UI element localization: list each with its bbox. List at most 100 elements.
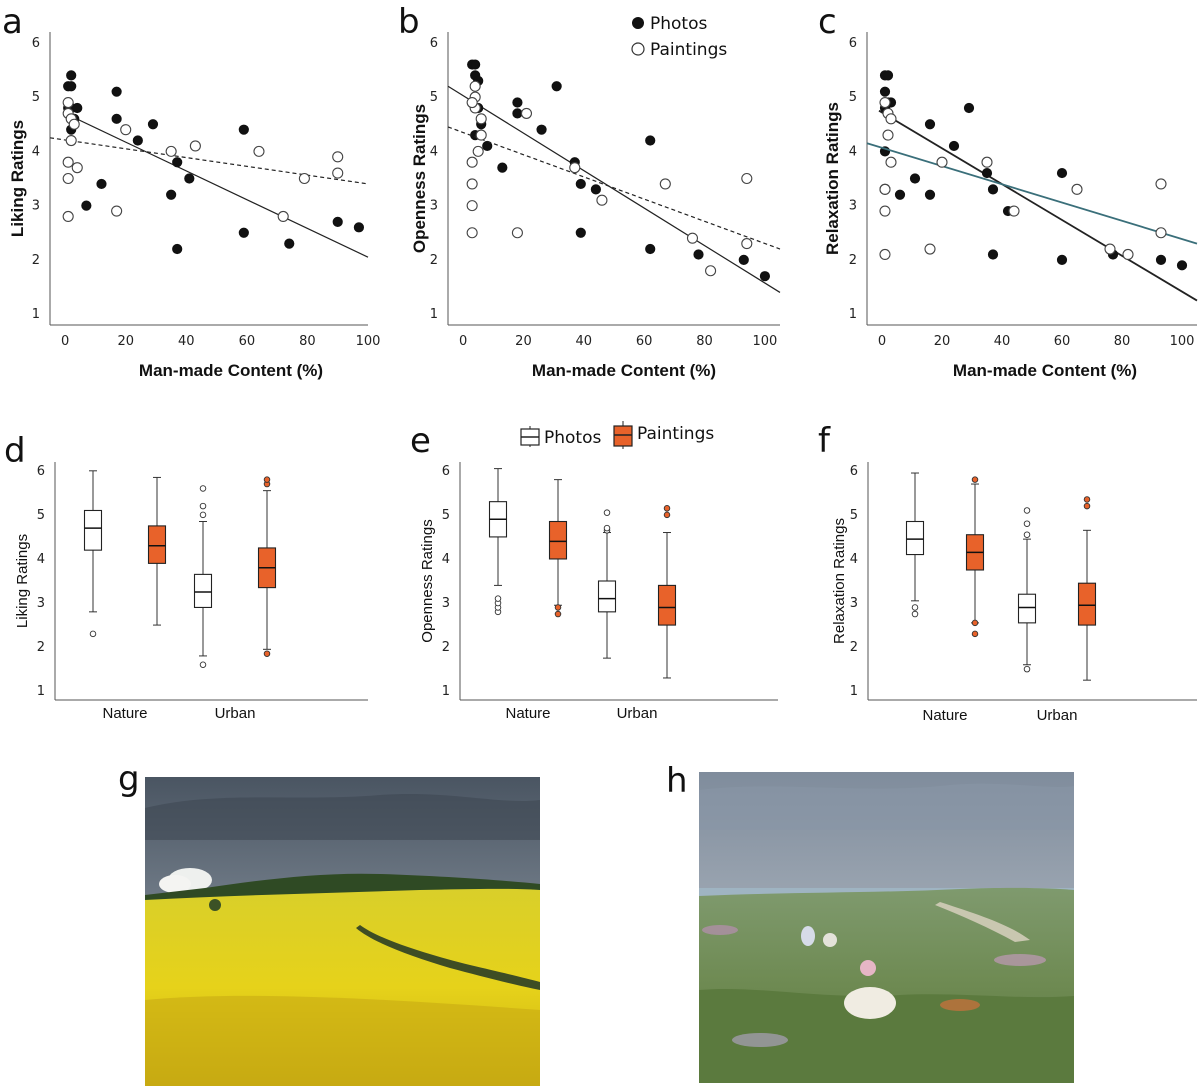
photo-point — [332, 216, 343, 228]
outlier-point — [263, 476, 271, 483]
y-tick-label: 4 — [850, 552, 858, 567]
painting-point — [466, 96, 478, 109]
painting-point — [1155, 227, 1167, 239]
painting-point — [475, 129, 487, 141]
x-tick-label: 40 — [994, 334, 1011, 349]
photo-point — [981, 167, 993, 179]
y-axis-title: Relaxation Ratings — [823, 102, 842, 255]
paintings-box — [147, 525, 167, 564]
painting-point — [1008, 205, 1020, 217]
painting-point — [466, 200, 478, 212]
photos-box — [905, 520, 925, 556]
outlier-point — [603, 524, 611, 532]
photo-point — [147, 119, 159, 130]
panel-label-f: f — [818, 421, 831, 461]
y-tick-label: 5 — [37, 508, 45, 523]
landscape-painting — [699, 772, 1074, 1083]
photo-point — [738, 254, 749, 265]
photo-point — [81, 200, 92, 211]
outlier-point — [603, 509, 611, 516]
photo-point — [470, 59, 481, 70]
painting-point — [65, 134, 77, 147]
painting-point — [1104, 243, 1116, 255]
legend-box-paintings-label: Paintings — [637, 424, 714, 444]
photo-point — [924, 119, 936, 130]
legend-photos-label: Photos — [650, 14, 707, 34]
photo-point — [1155, 254, 1167, 265]
painting-point — [511, 227, 523, 239]
y-tick-label: 2 — [442, 640, 450, 655]
photos-box — [193, 573, 213, 608]
painting-point — [879, 248, 891, 261]
x-tick-label: 20 — [934, 334, 951, 349]
outlier-point — [971, 476, 979, 483]
y-tick-label: 5 — [442, 508, 450, 523]
x-tick-label: 80 — [299, 334, 316, 349]
x-tick-label: 20 — [117, 334, 134, 349]
painting-point — [62, 96, 74, 109]
y-tick-label: 1 — [849, 307, 857, 322]
painting-point — [189, 140, 201, 152]
y-tick-label: 6 — [37, 464, 45, 479]
y-axis-title: Openness Ratings — [419, 519, 436, 642]
y-tick-label: 3 — [32, 199, 40, 214]
photos-box — [83, 509, 103, 551]
photo-point — [238, 227, 249, 238]
painting-point — [882, 129, 894, 141]
legend-paintings-marker — [631, 42, 645, 56]
photos-box — [597, 580, 617, 613]
category-label: Urban — [215, 705, 256, 722]
y-axis-title: Liking Ratings — [8, 120, 27, 237]
painting-point — [71, 162, 83, 174]
y-tick-label: 4 — [32, 144, 40, 159]
scatter-plot-relaxation: 1 2 3 4 5 6 Relaxation Ratings 0 20 40 60 80 100 Man-… — [823, 32, 1198, 380]
photo-point — [482, 140, 493, 152]
y-tick-label: 5 — [430, 90, 438, 105]
landscape-photo — [145, 777, 540, 1086]
painting-point — [705, 265, 717, 277]
photos-fit-line — [878, 109, 1198, 302]
outlier-point — [263, 650, 271, 657]
photo-point — [512, 97, 523, 108]
photo-point — [72, 102, 83, 114]
photo-point — [66, 70, 77, 81]
category-label: Urban — [1037, 707, 1078, 724]
legend-paintings-box — [613, 425, 633, 447]
painting-point — [981, 156, 993, 168]
y-tick-label: 1 — [442, 684, 450, 699]
photo-point — [96, 178, 107, 190]
outlier-point — [1023, 531, 1031, 538]
painting-point — [298, 172, 310, 185]
painting-point — [62, 172, 74, 185]
photo-point — [1056, 254, 1068, 265]
y-tick-label: 2 — [430, 253, 438, 268]
box-plot-liking: 1 2 3 4 5 6 Liking Ratings Nature Urban — [14, 462, 368, 722]
panel-label-b: b — [398, 2, 420, 42]
painting-point — [469, 80, 481, 92]
x-tick-label: 60 — [1054, 334, 1071, 349]
scatter-plot-openness: 1 2 3 4 5 6 Openness Ratings 0 20 40 60 80 100 Man-ma… — [410, 32, 781, 380]
photo-point — [184, 173, 195, 184]
photo-point — [111, 113, 122, 124]
outlier-point — [494, 595, 502, 602]
photo-point — [551, 81, 562, 92]
painting-point — [569, 162, 581, 174]
photo-point — [987, 249, 999, 260]
painting-point — [466, 156, 478, 168]
painting-point — [466, 227, 478, 239]
y-tick-label: 6 — [849, 36, 857, 51]
y-axis-title: Openness Ratings — [410, 104, 429, 253]
panel-label-e: e — [410, 421, 431, 461]
photo-point — [353, 222, 365, 233]
outlier-point — [663, 511, 671, 519]
x-tick-label: 100 — [752, 334, 777, 349]
outlier-point — [971, 630, 979, 638]
photo-point — [894, 189, 906, 200]
photo-point — [948, 140, 960, 152]
outlier-point — [971, 619, 979, 627]
x-tick-label: 40 — [576, 334, 593, 349]
x-tick-label: 20 — [515, 334, 532, 349]
painting-point — [1071, 183, 1083, 195]
x-tick-label: 80 — [696, 334, 713, 349]
legend-photos-marker — [632, 17, 644, 29]
